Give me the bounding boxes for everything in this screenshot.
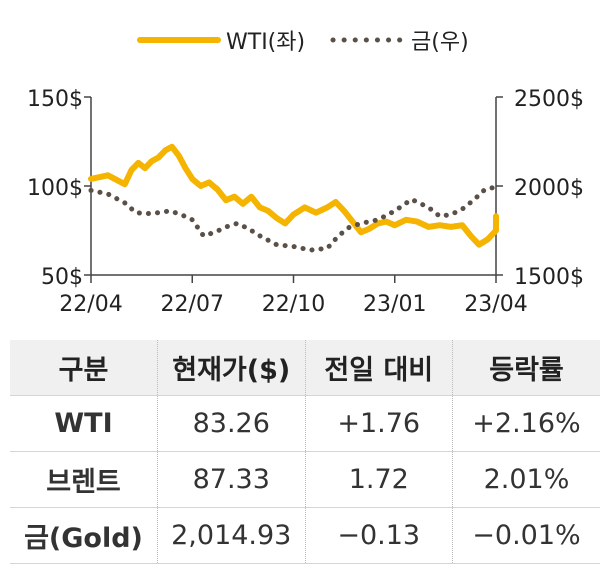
left-tick-label: 100$ bbox=[27, 176, 83, 201]
chart-axes: 150$ 100$ 50$ 2500$ 2000$ 1500$ 22/04 22/07 22/1… bbox=[27, 87, 584, 317]
chart-area: WTI(좌) 금(우) 150$ 100$ 50$ 2500$ 2000$ 1500$ 22… bbox=[0, 0, 600, 330]
x-tick-label: 22/10 bbox=[262, 292, 325, 317]
left-tick-label: 150$ bbox=[27, 87, 83, 112]
cell-price: 2,014.93 bbox=[158, 508, 306, 564]
series-layer bbox=[91, 147, 496, 251]
x-tick-label: 22/04 bbox=[59, 292, 122, 317]
table-row-wti: WTI 83.26 +1.76 +2.16% bbox=[10, 396, 600, 452]
legend-wti-label: WTI(좌) bbox=[226, 30, 305, 55]
series-line-wti bbox=[91, 147, 496, 245]
header-change-rate: 등락률 bbox=[453, 340, 600, 396]
x-tick-label: 22/07 bbox=[161, 292, 224, 317]
table-header-row: 구분 현재가($) 전일 대비 등락률 bbox=[10, 340, 600, 396]
cell-rate: 2.01% bbox=[453, 452, 600, 508]
x-tick-label: 23/04 bbox=[464, 292, 527, 317]
cell-change: 1.72 bbox=[305, 452, 453, 508]
right-tick-label: 2000$ bbox=[514, 176, 584, 201]
header-current-price: 현재가($) bbox=[158, 340, 306, 396]
cell-price: 83.26 bbox=[158, 396, 306, 452]
cell-rate: +2.16% bbox=[453, 396, 600, 452]
left-tick-label: 50$ bbox=[41, 265, 83, 290]
table-row-gold: 금(Gold) 2,014.93 −0.13 −0.01% bbox=[10, 508, 600, 564]
cell-price: 87.33 bbox=[158, 452, 306, 508]
cell-name: 금(Gold) bbox=[10, 508, 158, 564]
cell-name: 브렌트 bbox=[10, 452, 158, 508]
cell-change: +1.76 bbox=[305, 396, 453, 452]
right-tick-label: 2500$ bbox=[514, 87, 584, 112]
right-tick-label: 1500$ bbox=[514, 265, 584, 290]
header-change: 전일 대비 bbox=[305, 340, 453, 396]
cell-rate: −0.01% bbox=[453, 508, 600, 564]
line-chart: WTI(좌) 금(우) 150$ 100$ 50$ 2500$ 2000$ 1500$ 22… bbox=[0, 0, 600, 330]
x-tick-label: 23/01 bbox=[363, 292, 426, 317]
price-table: 구분 현재가($) 전일 대비 등락률 WTI 83.26 +1.76 +2.1… bbox=[10, 340, 600, 564]
legend-gold-label: 금(우) bbox=[411, 30, 469, 55]
table-row-brent: 브렌트 87.33 1.72 2.01% bbox=[10, 452, 600, 508]
chart-legend: WTI(좌) 금(우) bbox=[140, 30, 469, 55]
header-category: 구분 bbox=[10, 340, 158, 396]
cell-name: WTI bbox=[10, 396, 158, 452]
cell-change: −0.13 bbox=[305, 508, 453, 564]
